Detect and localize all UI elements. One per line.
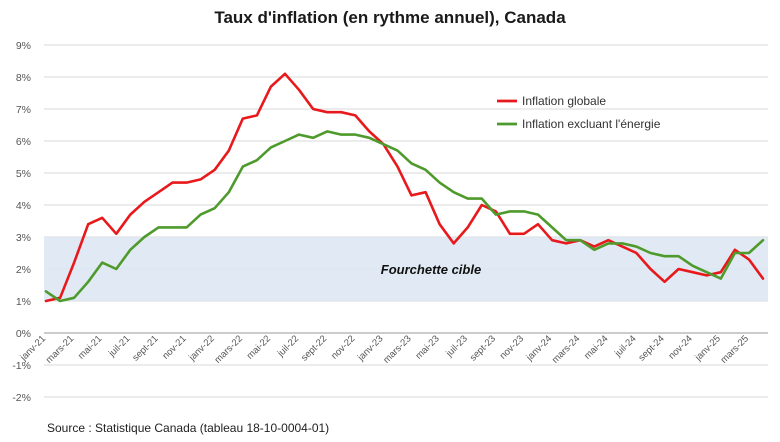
legend-label: Inflation excluant l'énergie: [522, 117, 661, 131]
x-tick-label: nov-24: [666, 333, 694, 361]
legend-label: Inflation globale: [522, 94, 606, 108]
y-tick-label: 5%: [16, 168, 31, 180]
x-tick-label: mai-22: [245, 333, 273, 361]
x-tick-label: janv-24: [524, 333, 555, 364]
y-tick-label: -1%: [12, 360, 31, 372]
x-tick-label: janv-25: [692, 333, 723, 364]
target-band-label: Fourchette cible: [381, 262, 481, 277]
legend: Inflation globale Inflation excluant l'én…: [497, 94, 661, 131]
x-tick-label: mars-22: [213, 333, 245, 365]
series-line: [44, 130, 765, 303]
x-tick-label: sept-23: [468, 333, 498, 363]
y-tick-label: 8%: [16, 72, 31, 84]
chart-title: Taux d'inflation (en rythme annuel), Can…: [214, 8, 566, 27]
x-tick-label: sept-22: [299, 333, 329, 363]
y-tick-label: 0%: [16, 328, 31, 340]
y-tick-label: -2%: [12, 392, 31, 404]
x-tick-label: janv-23: [355, 333, 386, 364]
x-tick-label: mai-24: [582, 333, 610, 361]
target-band: [44, 237, 768, 301]
y-tick-label: 6%: [16, 136, 31, 148]
x-tick-label: mars-24: [550, 333, 582, 365]
x-tick-label: mars-23: [381, 333, 413, 365]
x-tick-label: sept-24: [636, 333, 666, 363]
x-tick-label: nov-21: [160, 333, 188, 361]
x-tick-label: juil-23: [443, 333, 469, 359]
y-tick-label: 7%: [16, 104, 31, 116]
x-tick-label: janv-22: [186, 333, 217, 364]
x-tick-label: nov-23: [498, 333, 526, 361]
x-tick-label: juil-21: [106, 333, 132, 359]
x-tick-label: sept-21: [130, 333, 160, 363]
x-tick-label: mai-21: [76, 333, 104, 361]
x-tick-label: nov-22: [329, 333, 357, 361]
y-tick-label: 4%: [16, 200, 31, 212]
series-line: [44, 72, 765, 303]
y-tick-label: 9%: [16, 40, 31, 52]
series-lines: [44, 72, 765, 303]
y-tick-label: 3%: [16, 232, 31, 244]
x-tick-label: mars-21: [44, 333, 76, 365]
y-tick-label: 2%: [16, 264, 31, 276]
x-tick-label: juil-24: [612, 333, 638, 359]
x-tick-label: juil-22: [275, 333, 301, 359]
target-band-layer: Fourchette cible: [44, 237, 768, 301]
x-tick-label: mars-25: [719, 333, 751, 365]
source-note: Source : Statistique Canada (tableau 18-…: [47, 421, 330, 435]
x-tick-label: mai-23: [413, 333, 441, 361]
y-tick-label: 1%: [16, 296, 31, 308]
